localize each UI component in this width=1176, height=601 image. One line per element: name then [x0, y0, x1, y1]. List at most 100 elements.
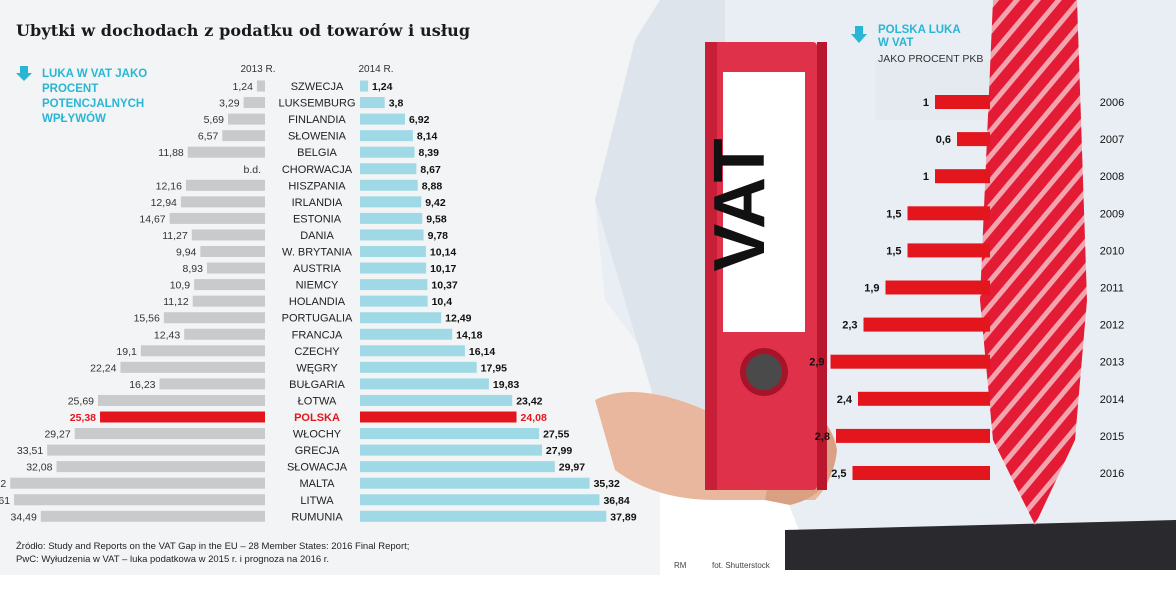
- bar-2014: [360, 163, 417, 175]
- category-label: BELGIA: [297, 147, 337, 159]
- value-label: 2,4: [837, 394, 853, 406]
- bar-2013: [180, 196, 265, 208]
- value-label-2013: 16,23: [129, 379, 155, 391]
- value-label-2013: 12,94: [151, 197, 177, 209]
- category-label: WĘGRY: [296, 362, 338, 374]
- year-label: 2008: [1100, 171, 1124, 183]
- year-label: 2010: [1100, 245, 1124, 257]
- value-label-2014: 12,49: [445, 313, 471, 325]
- value-label-2013: 38,61: [0, 495, 10, 507]
- bar-2014: [360, 229, 424, 241]
- bar-2014: [360, 378, 489, 390]
- year-label: 2009: [1100, 208, 1124, 220]
- value-label-2014: 24,08: [521, 412, 547, 424]
- bar-year: [830, 354, 990, 369]
- category-label: FINLANDIA: [288, 114, 346, 126]
- bar-2013: [187, 146, 265, 158]
- bar-year: [836, 428, 990, 443]
- value-label-2014: 9,42: [425, 197, 446, 209]
- bar-2013: [243, 97, 265, 109]
- category-label: SŁOWACJA: [287, 462, 348, 474]
- value-label-2014: 8,39: [419, 147, 440, 159]
- category-label: PORTUGALIA: [282, 313, 353, 325]
- bar-2014: [360, 411, 517, 423]
- value-label-2013: b.d.: [243, 164, 261, 176]
- vat-gap-butterfly-chart: 2013 R. 2014 R. SZWECJA 1,24 1,24 LUKSEMBURG 3…: [0, 64, 637, 523]
- bar-year: [935, 169, 990, 184]
- category-label: WŁOCHY: [293, 429, 342, 441]
- source-line-1: Źródło: Study and Reports on the VAT Gap…: [16, 541, 410, 552]
- value-label-2013: 3,29: [219, 98, 240, 110]
- bar-2013: [47, 444, 266, 456]
- category-label: GRECJA: [295, 445, 340, 457]
- value-label-2013: 39,2: [0, 478, 6, 490]
- bar-2013: [120, 361, 265, 373]
- value-label-2014: 10,17: [430, 263, 456, 275]
- right-chart-title: POLSKA LUKA W VAT: [878, 24, 961, 50]
- year-label: 2006: [1100, 97, 1124, 109]
- category-label: HOLANDIA: [289, 296, 346, 308]
- bar-2014: [360, 295, 428, 307]
- bar-2013: [98, 394, 265, 406]
- bar-2013: [194, 279, 265, 291]
- bar-2013: [10, 477, 266, 489]
- bar-2013: [228, 113, 265, 125]
- left-chart-note: LUKA W VAT JAKO PROCENT POTENCJALNYCH WP…: [42, 68, 148, 125]
- category-label: MALTA: [299, 478, 335, 490]
- value-label-2013: 14,67: [139, 213, 165, 225]
- bar-2014: [360, 196, 422, 208]
- bar-2014: [360, 80, 369, 92]
- value-label-2013: 6,57: [198, 131, 219, 143]
- bar-2013: [140, 345, 265, 357]
- year-label: 2013: [1100, 357, 1124, 369]
- bar-2014: [360, 494, 600, 506]
- value-label: 1: [923, 171, 929, 183]
- bar-2013: [100, 411, 265, 423]
- value-label-2013: 32,08: [26, 462, 52, 474]
- bar-year: [957, 132, 990, 147]
- value-label: 1,5: [886, 208, 901, 220]
- value-label-2013: 25,69: [68, 395, 94, 407]
- photo-credit: fot. Shutterstock: [712, 561, 770, 570]
- value-label-2014: 8,88: [422, 180, 443, 192]
- value-label: 2,3: [842, 320, 857, 332]
- value-label-2014: 29,97: [559, 462, 585, 474]
- value-label: 1: [923, 97, 929, 109]
- bar-year: [907, 243, 990, 258]
- down-arrow-icon: [851, 26, 867, 43]
- bar-2014: [360, 461, 555, 473]
- value-label-2013: 19,1: [116, 346, 137, 358]
- bar-2014: [360, 477, 590, 489]
- bar-2014: [360, 444, 542, 456]
- bar-year: [935, 95, 990, 109]
- bar-year: [885, 280, 990, 295]
- down-arrow-icon: [16, 66, 32, 81]
- value-label-2014: 10,37: [431, 280, 457, 292]
- bar-2013: [14, 494, 265, 506]
- bar-2014: [360, 312, 442, 324]
- value-label-2013: 33,51: [17, 445, 43, 457]
- value-label-2014: 10,14: [430, 247, 456, 259]
- chart-title: Ubytki w dochodach z podatku od towarów …: [16, 21, 471, 40]
- category-label: W. BRYTANIA: [282, 247, 353, 259]
- value-label: 2,8: [815, 431, 830, 443]
- year-label: 2007: [1100, 134, 1124, 146]
- bar-year: [863, 317, 990, 332]
- value-label-2013: 9,94: [176, 247, 197, 259]
- value-label: 1,5: [886, 245, 901, 257]
- bar-2013: [191, 229, 265, 241]
- bar-2014: [360, 246, 426, 257]
- bar-2013: [184, 328, 265, 340]
- category-label: HISZPANIA: [288, 180, 346, 192]
- bar-2014: [360, 130, 413, 142]
- value-label-2014: 19,83: [493, 379, 519, 391]
- value-label-2014: 27,99: [546, 445, 572, 457]
- right-title-line1: POLSKA LUKA: [878, 24, 961, 36]
- right-title-line2: W VAT: [878, 37, 914, 49]
- category-label: CZECHY: [294, 346, 340, 358]
- year-label: 2012: [1100, 320, 1124, 332]
- value-label-2014: 36,84: [603, 495, 629, 507]
- bar-year: [907, 206, 990, 221]
- bar-2014: [360, 328, 453, 340]
- value-label-2014: 23,42: [516, 395, 542, 407]
